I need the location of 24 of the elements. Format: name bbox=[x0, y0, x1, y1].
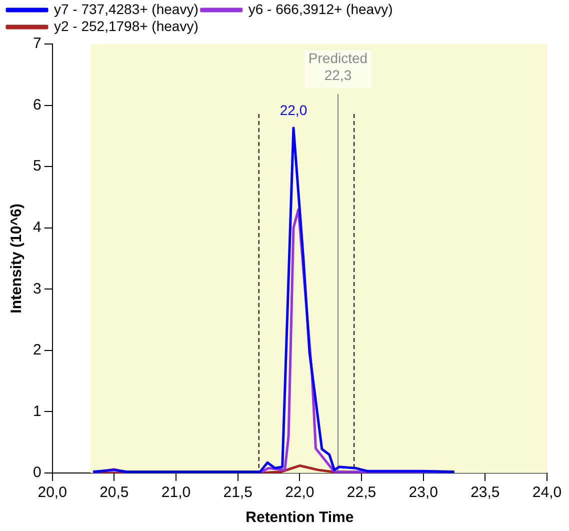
x-tick-label: 20,0 bbox=[38, 484, 67, 502]
annotation: 22,0 bbox=[280, 102, 308, 118]
y-tick-label: 1 bbox=[33, 402, 42, 420]
legend-label: y6 - 666,3912+ (heavy) bbox=[248, 0, 393, 17]
x-tick-label: 21,5 bbox=[223, 484, 252, 502]
legend-label: y2 - 252,1798+ (heavy) bbox=[54, 18, 198, 34]
x-tick-label: 23,0 bbox=[408, 484, 438, 502]
y-tick-label: 3 bbox=[33, 280, 42, 298]
y-tick-label: 4 bbox=[33, 219, 42, 236]
x-tick-label: 22,5 bbox=[346, 484, 376, 502]
x-tick-label: 21,0 bbox=[161, 484, 191, 502]
ref-line-label: Predicted 22,3 bbox=[308, 50, 368, 83]
y-tick-label: 5 bbox=[33, 158, 42, 175]
x-tick-label: 20,5 bbox=[100, 484, 129, 502]
y-tick-label: 6 bbox=[33, 96, 42, 114]
y-tick-label: 2 bbox=[33, 342, 42, 359]
x-tick-label: 24,0 bbox=[532, 484, 562, 502]
y-axis-title: Intensity (10^6) bbox=[8, 204, 26, 314]
x-axis-title: Retention Time bbox=[246, 509, 354, 526]
x-tick-label: 22,0 bbox=[285, 484, 314, 502]
legend-label: y7 - 737,4283+ (heavy) bbox=[54, 0, 198, 17]
y-tick-label: 7 bbox=[33, 35, 42, 52]
y-tick-label: 0 bbox=[33, 464, 42, 482]
x-tick-label: 23,5 bbox=[470, 484, 500, 502]
